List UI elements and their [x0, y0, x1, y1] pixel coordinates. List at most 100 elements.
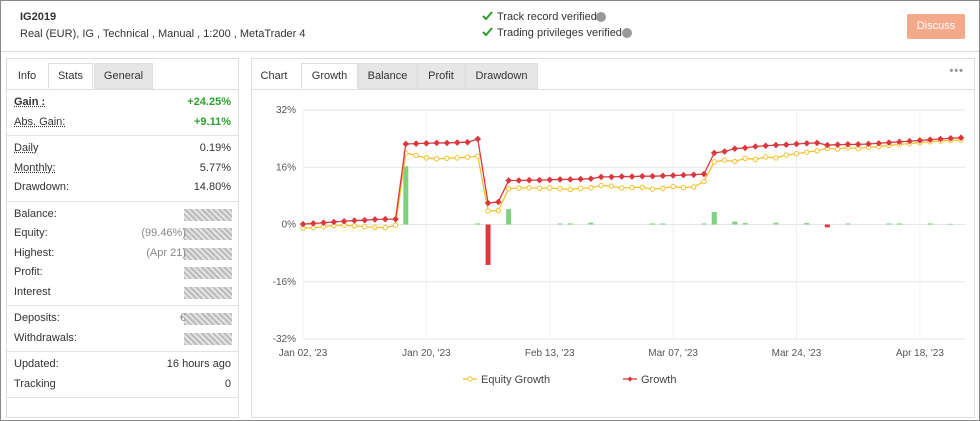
tab[interactable]: Stats: [48, 63, 93, 89]
bar: [475, 223, 481, 225]
point: [793, 140, 800, 148]
point: [423, 139, 430, 147]
point: [680, 171, 687, 179]
point: [392, 215, 399, 223]
stats-row: Daily 0.19%: [7, 139, 238, 159]
x-tick-label: Feb 13, '23: [525, 348, 575, 359]
bar: [660, 223, 666, 225]
check-icons: [482, 11, 493, 37]
point: [804, 149, 810, 155]
x-tick-label: Jan 20, '23: [402, 348, 451, 359]
stats-note: (Apr 21): [146, 246, 186, 259]
point: [782, 141, 790, 149]
redacted-value: [184, 286, 232, 299]
bar: [845, 223, 851, 225]
point: [474, 135, 482, 143]
tab-bar: Info Stats General: [7, 59, 238, 90]
bar: [711, 211, 717, 225]
tab[interactable]: Balance: [358, 63, 417, 89]
point: [814, 148, 820, 154]
redacted-value: [184, 267, 232, 279]
bar: [804, 223, 810, 225]
more-menu[interactable]: •••: [949, 65, 964, 77]
point: [690, 171, 697, 179]
point: [701, 178, 707, 185]
stats-row: Balance:: [7, 205, 238, 225]
stats-label: Gain :: [14, 96, 46, 108]
point: [875, 139, 883, 147]
tab[interactable]: Profit: [417, 63, 465, 89]
point: [597, 173, 605, 181]
point: [351, 223, 358, 229]
point: [588, 184, 594, 191]
point: [371, 216, 379, 223]
stats-row: Abs. Gain: +9.11%: [7, 113, 238, 133]
y-tick-label: 0%: [282, 220, 297, 231]
point: [773, 155, 779, 161]
point: [896, 138, 903, 146]
point: [433, 139, 440, 147]
point: [916, 137, 924, 144]
point: [577, 185, 584, 192]
point: [752, 143, 759, 150]
stats-value: 16 hours ago: [166, 358, 231, 370]
stats-row: Gain : +24.25%: [7, 93, 238, 113]
point: [608, 173, 615, 181]
point: [547, 185, 553, 191]
x-tick-label: Mar 24, '23: [772, 348, 822, 359]
stats-row: Tracking 0: [7, 375, 238, 395]
bar: [896, 223, 902, 225]
point: [309, 220, 317, 227]
legend-label[interactable]: Equity Growth: [481, 374, 550, 386]
tab[interactable]: Info: [17, 70, 37, 82]
point: [546, 176, 554, 184]
point: [741, 144, 749, 152]
tab[interactable]: Chart: [260, 70, 288, 82]
point: [957, 134, 965, 142]
point: [587, 175, 595, 183]
stats-label: Balance:: [14, 207, 57, 220]
point: [639, 184, 645, 190]
point: [557, 186, 563, 192]
point: [660, 185, 666, 192]
stats-group: Deposits: € Withdrawals:: [7, 306, 238, 352]
stats-panel: Info Stats General Gain : +24.25% Abs. Gain:…: [6, 58, 239, 418]
legend-marker: [467, 376, 473, 382]
discuss-button[interactable]: Discuss: [907, 14, 965, 39]
stats-label: Withdrawals:: [14, 331, 77, 344]
point: [742, 155, 748, 162]
tab[interactable]: Drawdown: [465, 63, 538, 89]
point: [638, 172, 646, 180]
stats-label: Equity:: [14, 227, 48, 239]
point: [402, 140, 410, 148]
point: [423, 155, 430, 161]
point: [361, 223, 368, 230]
tab[interactable]: Growth: [301, 63, 358, 89]
point: [515, 177, 523, 184]
bar: [567, 223, 573, 225]
stats-row: Interest: [7, 283, 238, 303]
account-info: Real (EUR), IG , Technical , Manual , 1:…: [20, 28, 306, 40]
point: [710, 149, 718, 157]
point: [700, 170, 708, 178]
chart-panel: Chart Growth Balance Profit Drawdown •••: [251, 58, 975, 418]
point: [330, 218, 338, 226]
bar: [732, 221, 738, 225]
stats-label: Drawdown:: [14, 181, 70, 193]
tab-bar: Chart Growth Balance Profit Drawdown: [252, 59, 974, 90]
tab[interactable]: General: [94, 63, 153, 89]
x-tick-label: Mar 07, '23: [648, 348, 698, 359]
bar: [824, 224, 830, 228]
redacted-value: [184, 313, 232, 325]
legend-label[interactable]: Growth: [641, 374, 676, 386]
stats-label: Interest: [14, 285, 51, 298]
point: [444, 155, 450, 162]
point: [443, 139, 451, 147]
point: [721, 157, 728, 163]
stats-label: Tracking: [14, 377, 56, 390]
point: [628, 173, 636, 180]
point: [731, 145, 739, 152]
stats-row: Updated: 16 hours ago: [7, 355, 238, 375]
point: [381, 215, 389, 223]
